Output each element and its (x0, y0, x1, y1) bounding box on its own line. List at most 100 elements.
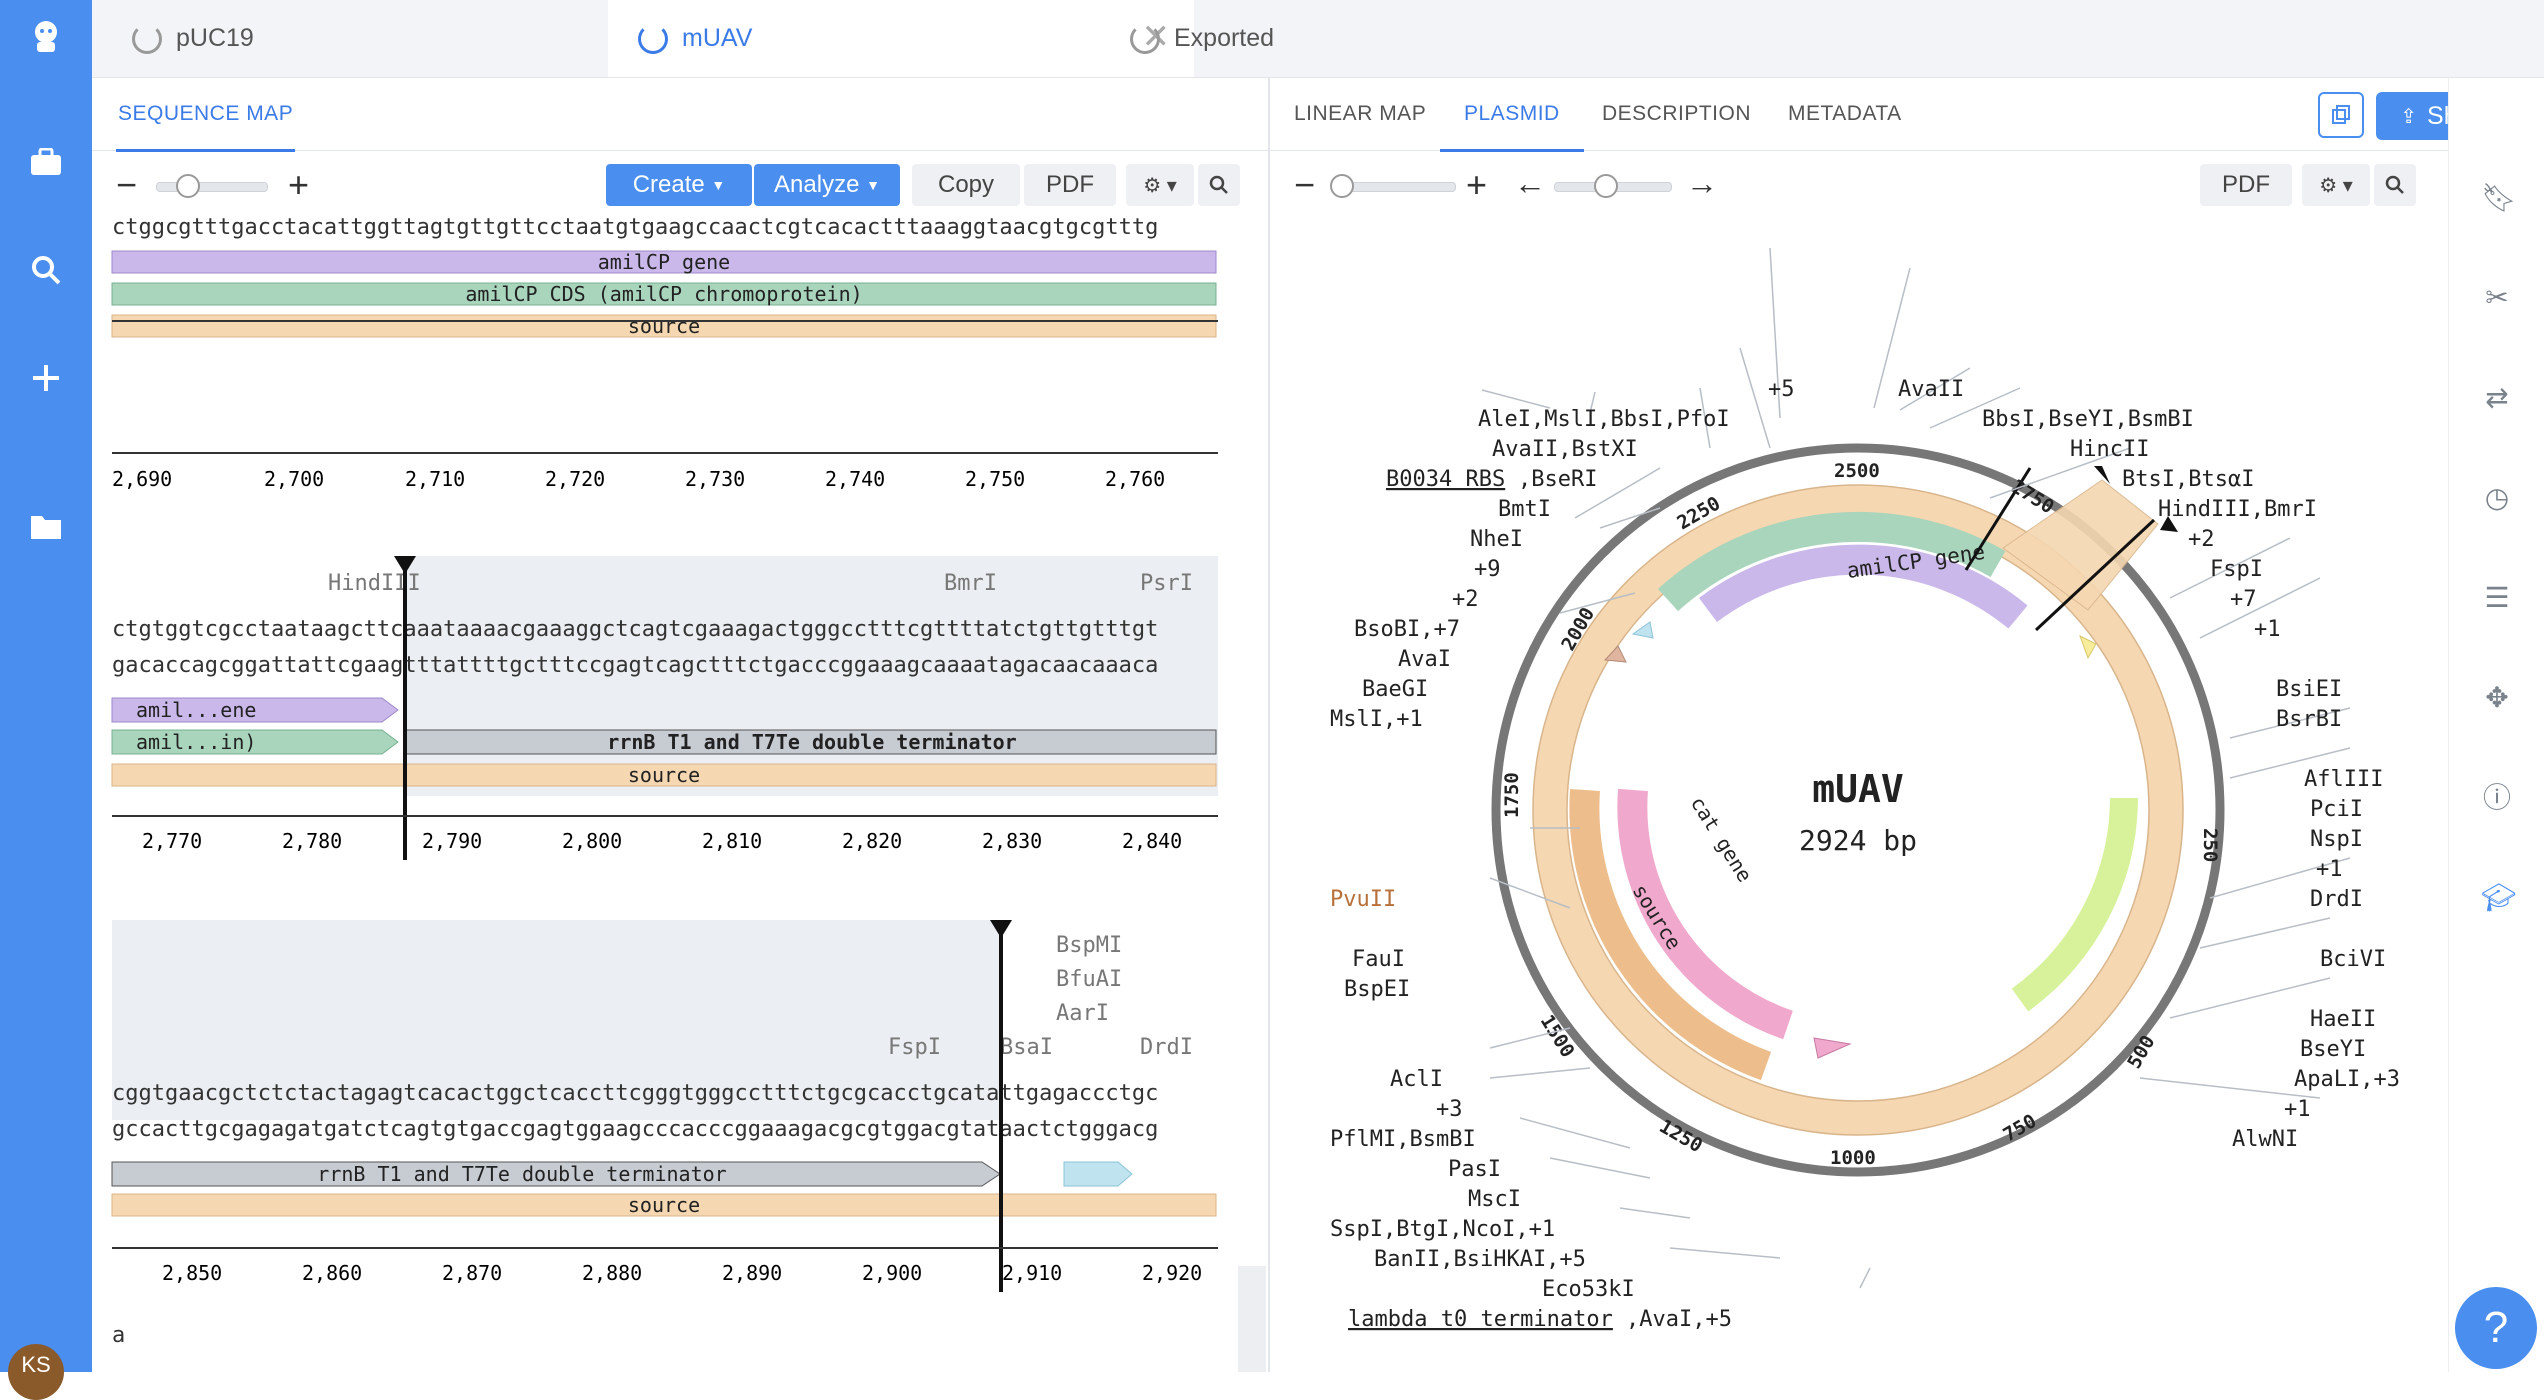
sequence-canvas[interactable]: ctggcgtttgacctacattggttagtgttgttcctaatgt… (92, 218, 1268, 1368)
enzyme-label[interactable]: BsaI (1000, 1035, 1053, 1060)
feature-terminator[interactable]: rrnB T1 and T7Te double terminator (404, 729, 1217, 755)
feature-source[interactable]: source (111, 763, 1217, 787)
tab-plasmid[interactable]: PLASMID (1440, 78, 1584, 152)
scrollbar[interactable] (1238, 1266, 1266, 1372)
scissors-icon[interactable]: ✂ (2485, 282, 2509, 313)
enzyme-label[interactable]: HaeII (2310, 1007, 2376, 1032)
enzyme-label[interactable]: MscI (1468, 1187, 1521, 1212)
avatar[interactable]: KS (8, 1344, 64, 1400)
enzyme-label[interactable]: AleI,MslI,BbsI,PfoI (1478, 407, 1730, 432)
enzyme-label[interactable]: +2 (2188, 527, 2215, 552)
feature-cat-arrow[interactable] (1813, 1037, 1852, 1059)
tab-description[interactable]: DESCRIPTION (1602, 102, 1752, 125)
marker[interactable] (1603, 645, 1627, 663)
analyze-button[interactable]: Analyze ▼ (754, 164, 900, 206)
info-icon[interactable]: ⓘ (2482, 782, 2511, 813)
enzyme-label[interactable]: PasI (1448, 1157, 1501, 1182)
search-icon[interactable] (26, 250, 66, 290)
rotate-right-icon[interactable]: → (1686, 165, 1718, 201)
enzyme-label[interactable]: AvaI (1398, 647, 1451, 672)
enzyme-label[interactable]: B0034 RBS (1386, 467, 1505, 492)
feature-amilcp-gene-arc[interactable] (1698, 544, 2028, 629)
rotate-left-icon[interactable]: ← (1514, 165, 1546, 201)
enzyme-label[interactable]: BbsI,BseYI,BsmBI (1982, 407, 2194, 432)
zoom-in-icon[interactable]: + (1466, 164, 1488, 205)
enzyme-label[interactable]: ApaLI,+3 (2294, 1067, 2400, 1092)
zoom-out-icon[interactable]: − (116, 164, 138, 205)
create-button[interactable]: Create ▼ (606, 164, 752, 206)
copy-view-button[interactable] (2318, 92, 2364, 138)
enzyme-label[interactable]: +9 (1474, 557, 1501, 582)
enzyme-label[interactable]: PciI (2310, 797, 2363, 822)
enzyme-label[interactable]: +1 (2284, 1097, 2311, 1122)
enzyme-label[interactable]: AvaII (1898, 377, 1964, 402)
enzyme-label[interactable]: SspI,BtgI,NcoI,+1 (1330, 1217, 1555, 1242)
plus-icon[interactable] (26, 358, 66, 398)
tab-metadata[interactable]: METADATA (1788, 102, 1902, 125)
feature-source[interactable]: source (111, 314, 1217, 338)
search-button[interactable] (1198, 164, 1240, 206)
enzyme-label[interactable]: BsiEI (2276, 677, 2342, 702)
briefcase-icon[interactable] (26, 142, 66, 182)
enzyme-label[interactable]: +2 (1452, 587, 1479, 612)
enzyme-label[interactable]: BfuAI (1056, 967, 1122, 992)
search-button[interactable] (2374, 164, 2416, 206)
pdf-button[interactable]: PDF (1024, 164, 1116, 206)
settings-dropdown[interactable]: ⚙ ▾ (2302, 164, 2370, 206)
pdf-button[interactable]: PDF (2200, 164, 2292, 206)
enzyme-label[interactable]: BmtI (1498, 497, 1551, 522)
enzyme-label[interactable]: BciVI (2320, 947, 2386, 972)
marker[interactable] (1631, 621, 1654, 639)
enzyme-label[interactable]: NspI (2310, 827, 2363, 852)
selection-wedge[interactable] (2002, 479, 2159, 611)
tab-puc19[interactable]: pUC19 (132, 0, 392, 77)
feature-source[interactable]: source (111, 1193, 1217, 1217)
enzyme-label[interactable]: HindIII,BmrI (2158, 497, 2317, 522)
marker[interactable] (2079, 634, 2097, 660)
enzyme-label[interactable]: AflIII (2304, 767, 2383, 792)
enzyme-label[interactable]: BspMI (1056, 933, 1122, 958)
enzyme-label[interactable]: BseYI (2300, 1037, 2366, 1062)
enzyme-label[interactable]: ,AvaI,+5 (1626, 1307, 1732, 1332)
help-button[interactable]: ? (2455, 1287, 2537, 1369)
enzyme-label[interactable]: +3 (1436, 1097, 1463, 1122)
enzyme-label[interactable]: MslI,+1 (1330, 707, 1423, 732)
enzyme-label[interactable]: PvuII (1330, 887, 1396, 912)
feature-amilcp-cds-arc[interactable] (1657, 511, 2006, 612)
zoom-slider[interactable] (156, 182, 268, 192)
enzyme-label[interactable]: AlwNI (2232, 1127, 2298, 1152)
enzyme-label[interactable]: NheI (1470, 527, 1523, 552)
zoom-slider-knob[interactable] (1330, 174, 1354, 198)
feature-cat-gene-arc[interactable] (1617, 788, 1793, 1040)
feature-green-arc[interactable] (2011, 797, 2138, 1012)
enzyme-label[interactable]: +5 (1768, 377, 1795, 402)
enzyme-label[interactable]: DrdI (1140, 1035, 1193, 1060)
copy-button[interactable]: Copy (912, 164, 1020, 206)
list-icon[interactable]: ☰ (2484, 582, 2510, 613)
zoom-slider-knob[interactable] (176, 174, 200, 198)
enzyme-label[interactable]: HincII (2070, 437, 2149, 462)
tab-sequence-map[interactable]: SEQUENCE MAP (116, 78, 296, 152)
cursor-marker[interactable] (990, 920, 1012, 1292)
zoom-out-icon[interactable]: − (1294, 164, 1316, 205)
settings-dropdown[interactable]: ⚙ ▾ (1126, 164, 1194, 206)
enzyme-label[interactable]: PflMI,BsmBI (1330, 1127, 1476, 1152)
history-icon[interactable]: ◷ (2484, 482, 2510, 513)
rotation-slider-knob[interactable] (1594, 174, 1618, 198)
tab-exported[interactable]: Exported (1130, 0, 1390, 77)
zoom-in-icon[interactable]: + (288, 164, 310, 205)
feature-source-ring[interactable] (1533, 485, 2183, 1135)
enzyme-label[interactable]: lambda t0 terminator (1348, 1307, 1613, 1332)
tab-linear-map[interactable]: LINEAR MAP (1294, 102, 1427, 125)
logo-icon[interactable] (26, 18, 66, 58)
enzyme-label[interactable]: BtsI,BtsαI (2122, 467, 2254, 492)
enzyme-label[interactable]: PsrI (1140, 571, 1193, 596)
enzyme-label[interactable]: AclI (1390, 1067, 1443, 1092)
plasmid-map[interactable]: amilCP gene cat gene source 250 500 (1270, 218, 2448, 1368)
bookmark-icon[interactable]: 🔖︎ (2481, 182, 2517, 213)
enzyme-label[interactable]: AarI (1056, 1001, 1109, 1026)
enzyme-label[interactable]: +7 (2230, 587, 2257, 612)
feature-unlabeled[interactable] (1063, 1161, 1133, 1187)
enzyme-label[interactable]: ,BseRI (1518, 467, 1597, 492)
feature-amilcp-gene[interactable]: amilCP gene (111, 250, 1217, 274)
